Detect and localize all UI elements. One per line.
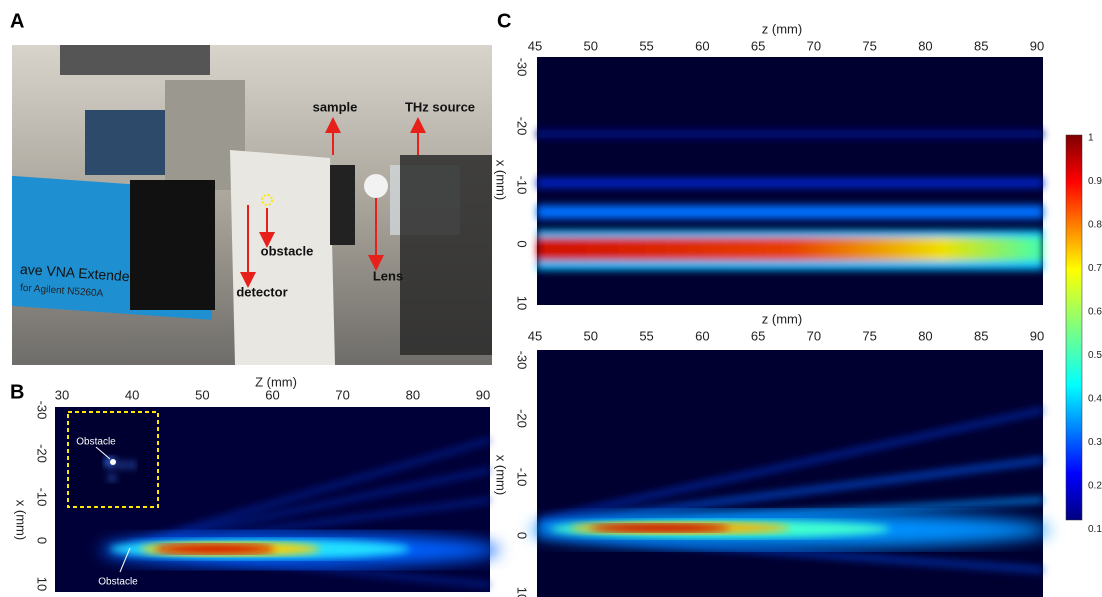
panel-label: C [497,10,511,32]
x-tick-label: 75 [862,328,876,343]
y-tick-label: -10 [515,468,530,487]
x-tick-label: 85 [974,38,988,53]
device-text: ave VNA Extender [20,261,136,285]
x-tick-label: 45 [528,328,542,343]
axis-label: x (mm) [494,455,509,495]
heatmap-b [55,407,500,592]
y-tick-label: 10 [35,577,50,591]
x-tick-label: 50 [195,387,209,402]
y-tick-label: -10 [35,488,50,507]
x-tick-label: 80 [406,387,420,402]
annotation: Lens [373,268,403,283]
y-tick-label: -20 [515,409,530,428]
y-tick-label: -20 [515,117,530,136]
annotation: THz source [405,99,475,114]
photo [12,45,492,365]
axis-label: x (mm) [14,500,29,540]
x-tick-label: 45 [528,38,542,53]
x-tick-label: 55 [639,328,653,343]
panel-label: B [10,381,24,403]
axis-label: x (mm) [494,160,509,200]
x-tick-label: 80 [918,328,932,343]
x-tick-label: 70 [807,38,821,53]
y-tick-label: 10 [515,587,530,597]
x-tick-label: 50 [584,328,598,343]
colorbar-tick-label: 0.7 [1088,263,1102,274]
colorbar-tick-label: 0.2 [1088,481,1102,492]
colorbar-tick-label: 0.6 [1088,307,1102,318]
y-tick-label: 0 [515,240,530,247]
y-tick-label: -20 [35,444,50,463]
y-tick-label: -30 [35,401,50,420]
colorbar-tick-label: 0.3 [1088,437,1102,448]
panel-label: A [10,10,24,32]
x-tick-label: 60 [695,38,709,53]
y-tick-label: 10 [515,296,530,310]
colorbar-tick-label: 0.8 [1088,220,1102,231]
axis-label: z (mm) [762,311,802,326]
annotation: Obstacle [98,577,138,588]
x-tick-label: 30 [55,387,69,402]
axis-label: Z (mm) [255,374,297,389]
x-tick-label: 80 [918,38,932,53]
x-tick-label: 60 [265,387,279,402]
heatmap-c-top [537,57,1043,305]
x-tick-label: 55 [639,38,653,53]
y-tick-label: 0 [515,532,530,539]
annotation: sample [313,99,358,114]
y-tick-label: -30 [515,351,530,370]
colorbar-tick-label: 1 [1088,133,1094,144]
y-tick-label: -10 [515,176,530,195]
x-tick-label: 70 [807,328,821,343]
x-tick-label: 65 [751,38,765,53]
colorbar-tick-label: 0.1 [1088,524,1102,535]
x-tick-label: 90 [1030,38,1044,53]
x-tick-label: 90 [1030,328,1044,343]
y-tick-label: -30 [515,58,530,77]
x-tick-label: 85 [974,328,988,343]
colorbar-tick-label: 0.5 [1088,350,1102,361]
colorbar [1065,134,1083,521]
x-tick-label: 50 [584,38,598,53]
x-tick-label: 75 [862,38,876,53]
colorbar-tick-label: 0.9 [1088,176,1102,187]
x-tick-label: 90 [476,387,490,402]
x-tick-label: 70 [335,387,349,402]
colorbar-tick-label: 0.4 [1088,394,1102,405]
x-tick-label: 60 [695,328,709,343]
x-tick-label: 65 [751,328,765,343]
annotation: detector [236,284,287,299]
annotation: obstacle [261,243,314,258]
x-tick-label: 40 [125,387,139,402]
y-tick-label: 0 [35,537,50,544]
axis-label: z (mm) [762,21,802,36]
heatmap-c-bottom [530,350,1050,597]
annotation: Obstacle [76,437,116,448]
